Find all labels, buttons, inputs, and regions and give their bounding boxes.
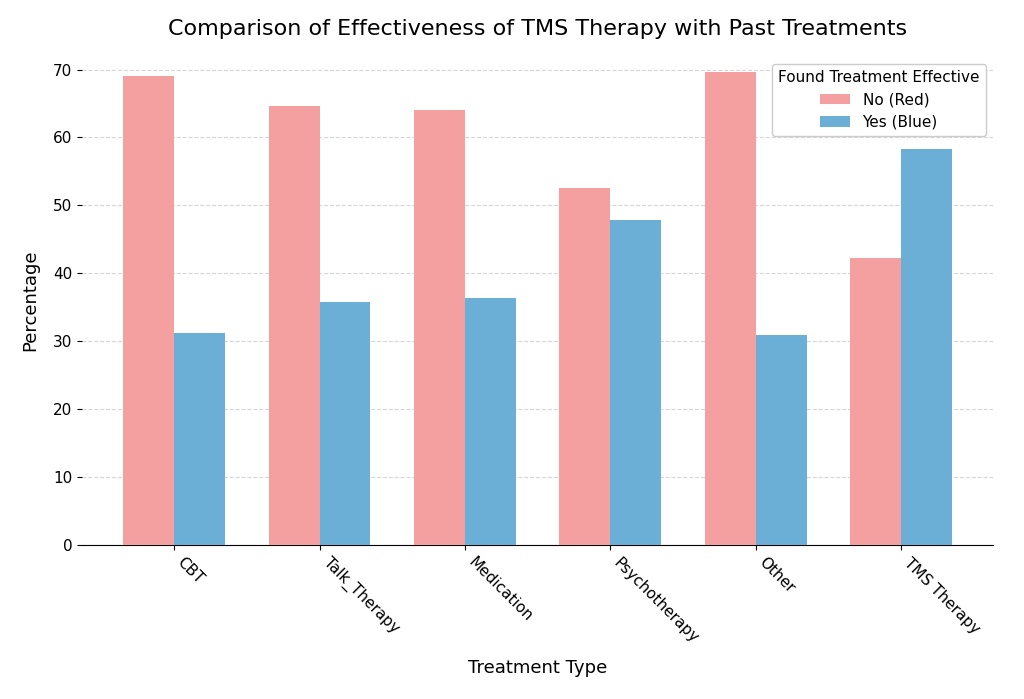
Bar [319,302,371,545]
Bar [610,220,662,545]
Bar [174,333,225,545]
Bar [414,110,465,545]
Bar [559,189,610,545]
Title: Comparison of Effectiveness of TMS Therapy with Past Treatments: Comparison of Effectiveness of TMS Thera… [168,19,907,39]
Bar [268,106,319,545]
Bar [465,298,516,545]
Bar [850,259,901,545]
Bar [901,149,952,545]
Bar [705,72,756,545]
Legend: No (Red), Yes (Blue): No (Red), Yes (Blue) [772,64,986,136]
Y-axis label: Percentage: Percentage [20,250,39,352]
Bar [123,76,174,545]
Bar [756,335,807,545]
X-axis label: Treatment Type: Treatment Type [468,659,607,677]
